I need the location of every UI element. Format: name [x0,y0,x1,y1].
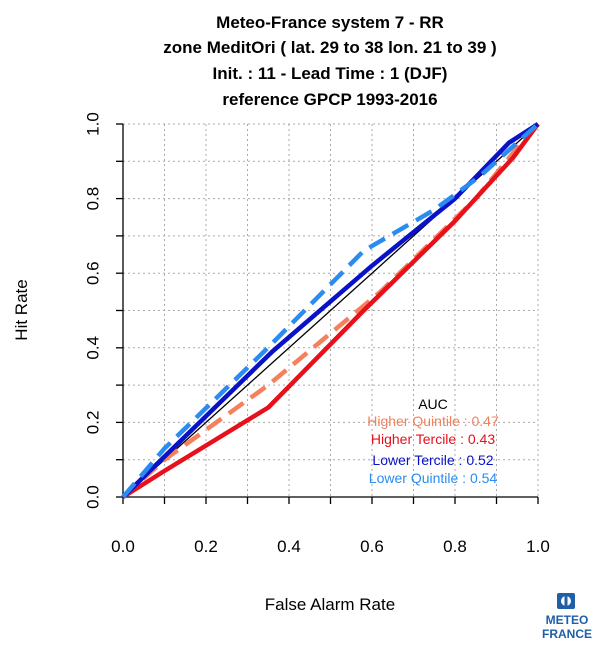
y-tick-label: 0.0 [83,485,102,509]
legend-title: AUC [418,396,448,412]
x-tick-label: 0.4 [277,537,301,556]
legend-item: Lower Quintile : 0.54 [369,470,498,486]
y-tick-label: 0.6 [83,261,102,285]
legend-item: Higher Tercile : 0.43 [371,431,495,447]
series-line-3 [121,122,540,499]
y-axis-title: Hit Rate [12,279,31,340]
series-line-2 [121,122,540,499]
y-tick-label: 0.8 [83,187,102,211]
series-group [121,122,540,499]
x-tick-label: 0.6 [360,537,384,556]
title-line: Init. : 11 - Lead Time : 1 (DJF) [213,64,448,83]
logo-icon-bar [564,596,568,606]
meteo-france-logo: METEO FRANCE [542,593,592,641]
x-tick-label: 0.0 [111,537,135,556]
series-line-1 [121,122,540,499]
x-tick-label: 0.2 [194,537,218,556]
logo-text-line1: METEO [546,613,589,627]
y-tick-label: 0.2 [83,411,102,435]
legend-item: Lower Tercile : 0.52 [372,452,493,468]
x-axis-title: False Alarm Rate [265,595,395,614]
title-line: zone MeditOri ( lat. 29 to 38 lon. 21 to… [163,38,496,57]
title-line: reference GPCP 1993-2016 [222,90,437,109]
legend-item: Higher Quintile : 0.47 [367,413,499,429]
logo-text-line2: FRANCE [542,627,592,641]
y-tick-label: 1.0 [83,112,102,136]
title-line: Meteo-France system 7 - RR [216,13,444,32]
x-tick-label: 0.8 [443,537,467,556]
y-tick-label: 0.4 [83,336,102,360]
chart-title: Meteo-France system 7 - RR zone MeditOri … [163,13,496,109]
x-tick-label: 1.0 [526,537,550,556]
axes: 0.0 0.2 0.4 0.6 0.8 1.0 0.0 0.2 0.4 0.6 0.8 1.0 [83,112,549,556]
